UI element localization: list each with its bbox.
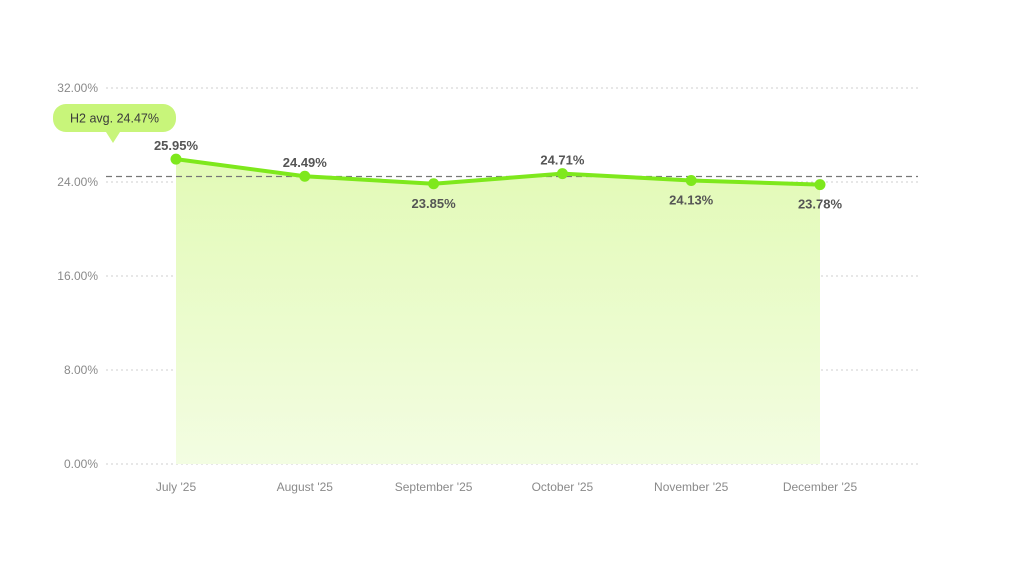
average-badge-shape — [53, 104, 176, 143]
y-tick-label: 24.00% — [57, 175, 98, 189]
data-label: 24.71% — [540, 153, 585, 168]
y-tick-label: 0.00% — [64, 457, 98, 471]
x-tick-label: December '25 — [783, 480, 858, 494]
data-labels: 25.95% 24.49% 23.85% 24.71% 24.13% 23.78% — [154, 138, 843, 211]
data-label: 23.78% — [798, 197, 843, 212]
x-tick-label: October '25 — [532, 480, 594, 494]
data-label: 24.49% — [283, 155, 328, 170]
y-axis-ticks: 0.00% 8.00% 16.00% 24.00% 32.00% — [57, 81, 98, 471]
y-tick-label: 32.00% — [57, 81, 98, 95]
average-badge: H2 avg. 24.47% — [53, 104, 176, 143]
series-line — [174, 157, 822, 187]
series-area-fill — [176, 159, 820, 464]
x-tick-label: November '25 — [654, 480, 729, 494]
data-label: 25.95% — [154, 138, 199, 153]
data-point — [299, 170, 311, 182]
average-badge-label: H2 avg. 24.47% — [70, 112, 159, 126]
data-point — [428, 178, 440, 190]
data-point — [685, 174, 697, 186]
y-tick-label: 8.00% — [64, 363, 98, 377]
x-axis-ticks: July '25 August '25 September '25 October '… — [156, 480, 858, 494]
y-tick-label: 16.00% — [57, 269, 98, 283]
data-points — [170, 153, 826, 191]
data-point — [556, 168, 568, 180]
data-label: 24.13% — [669, 192, 714, 207]
data-label: 23.85% — [412, 196, 457, 211]
x-tick-label: July '25 — [156, 480, 197, 494]
x-tick-label: August '25 — [277, 480, 334, 494]
x-tick-label: September '25 — [395, 480, 473, 494]
data-point — [170, 153, 182, 165]
data-point — [814, 179, 826, 191]
